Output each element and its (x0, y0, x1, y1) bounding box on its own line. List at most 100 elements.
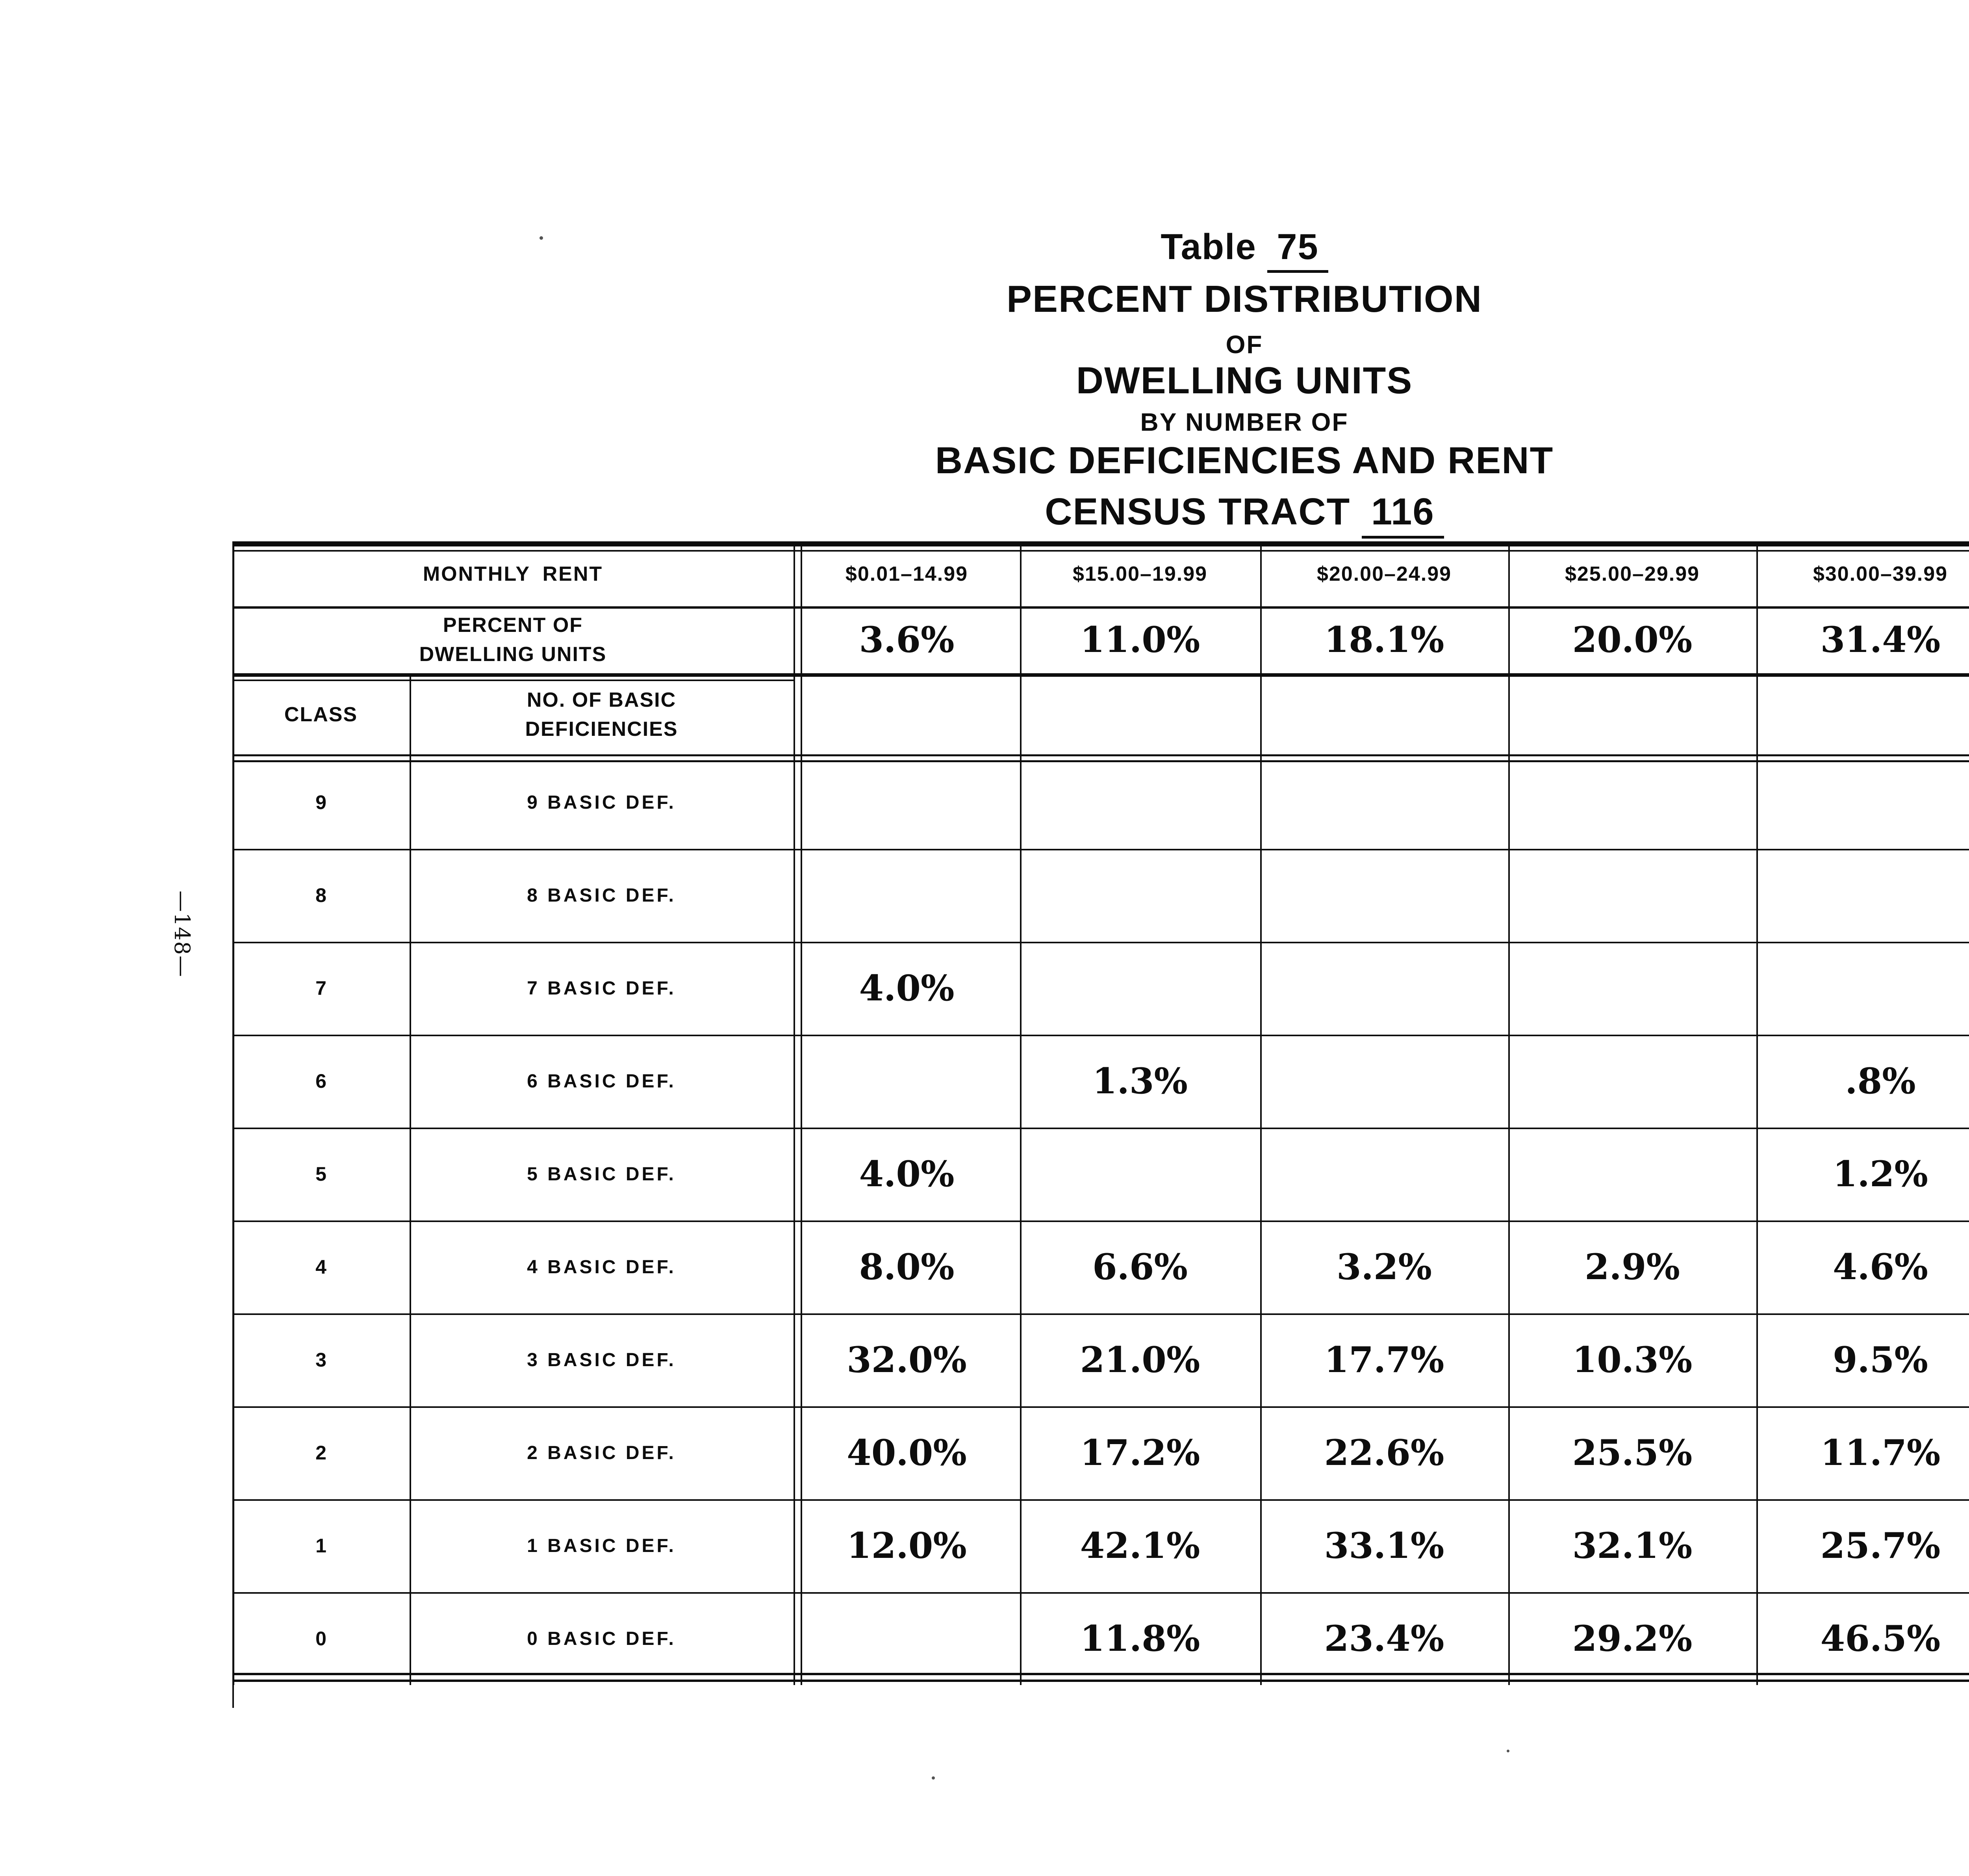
value-cell: 10.3% (1572, 1339, 1693, 1381)
rule-vertical (1020, 541, 1022, 1685)
value-cell (1260, 849, 1508, 947)
rule-vertical (801, 541, 802, 1685)
value-cell (1260, 756, 1508, 854)
value-cell: 17.7% (1324, 1339, 1444, 1381)
value-cell: .8% (1845, 1060, 1916, 1102)
percent-units-value: 18.1% (1324, 619, 1444, 661)
value-cell: 29.2% (1572, 1618, 1693, 1659)
deficiency-label: 5 BASIC DEF. (527, 1163, 676, 1185)
rule-horizontal (232, 760, 1969, 762)
value-cell: 25.7% (1820, 1525, 1941, 1567)
rent-column-header: $25.00–29.99 (1565, 562, 1700, 585)
value-cell (1508, 1035, 1756, 1133)
value-cell (1260, 1128, 1508, 1226)
title-line-basic-deficiencies: BASIC DEFICIENCIES AND RENT (935, 439, 1554, 482)
value-cell (1756, 756, 1969, 854)
page-number: —148— (170, 891, 195, 978)
rent-column-header: $20.00–24.99 (1316, 562, 1452, 585)
value-cell (794, 1035, 1020, 1133)
value-cell: 22.6% (1324, 1432, 1444, 1474)
rule-horizontal (232, 1035, 1969, 1036)
class-cell: 0 (315, 1628, 326, 1650)
table-caption: Table 75 (851, 226, 1638, 273)
value-cell: 42.1% (1080, 1525, 1200, 1567)
value-cell (1020, 849, 1260, 947)
value-cell (794, 756, 1020, 854)
value-cell: 2.9% (1584, 1246, 1680, 1288)
value-cell: 6.6% (1092, 1246, 1188, 1288)
value-cell (1756, 849, 1969, 947)
value-cell: 9.5% (1832, 1339, 1928, 1381)
value-cell (1020, 1128, 1260, 1226)
class-column-header: CLASS (284, 703, 358, 726)
rule-horizontal (232, 1499, 1969, 1501)
table-word: Table (1161, 227, 1257, 267)
deficiency-label: 6 BASIC DEF. (527, 1070, 676, 1092)
value-cell: 4.0% (859, 967, 955, 1009)
deficiency-label: 2 BASIC DEF. (527, 1442, 676, 1463)
rule-vertical (1260, 541, 1262, 1685)
class-cell: 9 (315, 791, 326, 813)
value-cell (1260, 1035, 1508, 1133)
value-cell (1508, 849, 1756, 947)
value-cell: 12.0% (847, 1525, 967, 1567)
title-line-census-tract: CENSUS TRACT 116 (851, 490, 1638, 539)
class-cell: 4 (315, 1256, 326, 1278)
value-cell (1020, 756, 1260, 854)
title-line-dwelling-units: DWELLING UNITS (1076, 359, 1413, 402)
rule-horizontal (232, 673, 1969, 677)
census-tract-prefix: CENSUS TRACT (1045, 491, 1351, 533)
percent-label-line2: DWELLING UNITS (419, 643, 607, 666)
deficiencies-column-header: NO. OF BASIC DEFICIENCIES (410, 673, 794, 756)
percent-units-value: 3.6% (859, 619, 955, 661)
deficiency-label: 4 BASIC DEF. (527, 1256, 676, 1278)
rule-horizontal (232, 942, 1969, 943)
percent-label-line1: PERCENT OF (443, 614, 583, 637)
deficiency-label: 8 BASIC DEF. (527, 885, 676, 906)
rule-vertical (794, 541, 795, 1685)
value-cell (1756, 942, 1969, 1040)
scan-speck (1507, 1750, 1509, 1752)
rule-horizontal (232, 754, 1969, 756)
value-cell (794, 849, 1020, 947)
deficiency-rent-table: MONTHLY RENT $0.01–14.99 $15.00–19.99 $2… (232, 541, 1969, 1685)
value-cell (1020, 942, 1260, 1040)
class-cell: 2 (315, 1442, 326, 1464)
rule-horizontal (232, 849, 1969, 850)
value-cell: 46.5% (1820, 1618, 1941, 1659)
value-cell: 17.2% (1080, 1432, 1200, 1474)
value-cell (794, 1592, 1020, 1691)
scan-speck (932, 1776, 935, 1780)
rule-vertical (410, 673, 411, 1685)
rule-horizontal (232, 1592, 1969, 1594)
class-cell: 5 (315, 1163, 326, 1185)
value-cell: 33.1% (1324, 1525, 1444, 1567)
value-cell (1508, 756, 1756, 854)
value-cell: 11.8% (1080, 1618, 1200, 1659)
class-cell: 6 (315, 1070, 326, 1092)
value-cell: 40.0% (847, 1432, 967, 1474)
value-cell: 8.0% (859, 1246, 955, 1288)
deficiency-label: 0 BASIC DEF. (527, 1628, 676, 1649)
percent-units-value: 31.4% (1820, 619, 1941, 661)
value-cell: 1.3% (1092, 1060, 1188, 1102)
value-cell: 11.7% (1820, 1432, 1941, 1474)
value-cell: 4.0% (859, 1153, 955, 1195)
rule-horizontal (232, 1406, 1969, 1408)
value-cell: 4.6% (1832, 1246, 1928, 1288)
rent-column-header: $15.00–19.99 (1072, 562, 1208, 585)
value-cell: 3.2% (1336, 1246, 1432, 1288)
class-cell: 1 (315, 1535, 326, 1557)
rule-horizontal (232, 1128, 1969, 1129)
rule-horizontal (232, 680, 794, 681)
value-cell: 32.0% (847, 1339, 967, 1381)
value-cell (1508, 942, 1756, 1040)
class-cell: 8 (315, 884, 326, 906)
percent-units-value: 11.0% (1080, 619, 1200, 661)
deficiencies-header-line2: DEFICIENCIES (525, 718, 678, 741)
rent-column-header: $30.00–39.99 (1813, 562, 1948, 585)
rent-column-header: $0.01–14.99 (845, 562, 968, 585)
value-cell: 32.1% (1572, 1525, 1693, 1567)
deficiency-label: 9 BASIC DEF. (527, 792, 676, 813)
